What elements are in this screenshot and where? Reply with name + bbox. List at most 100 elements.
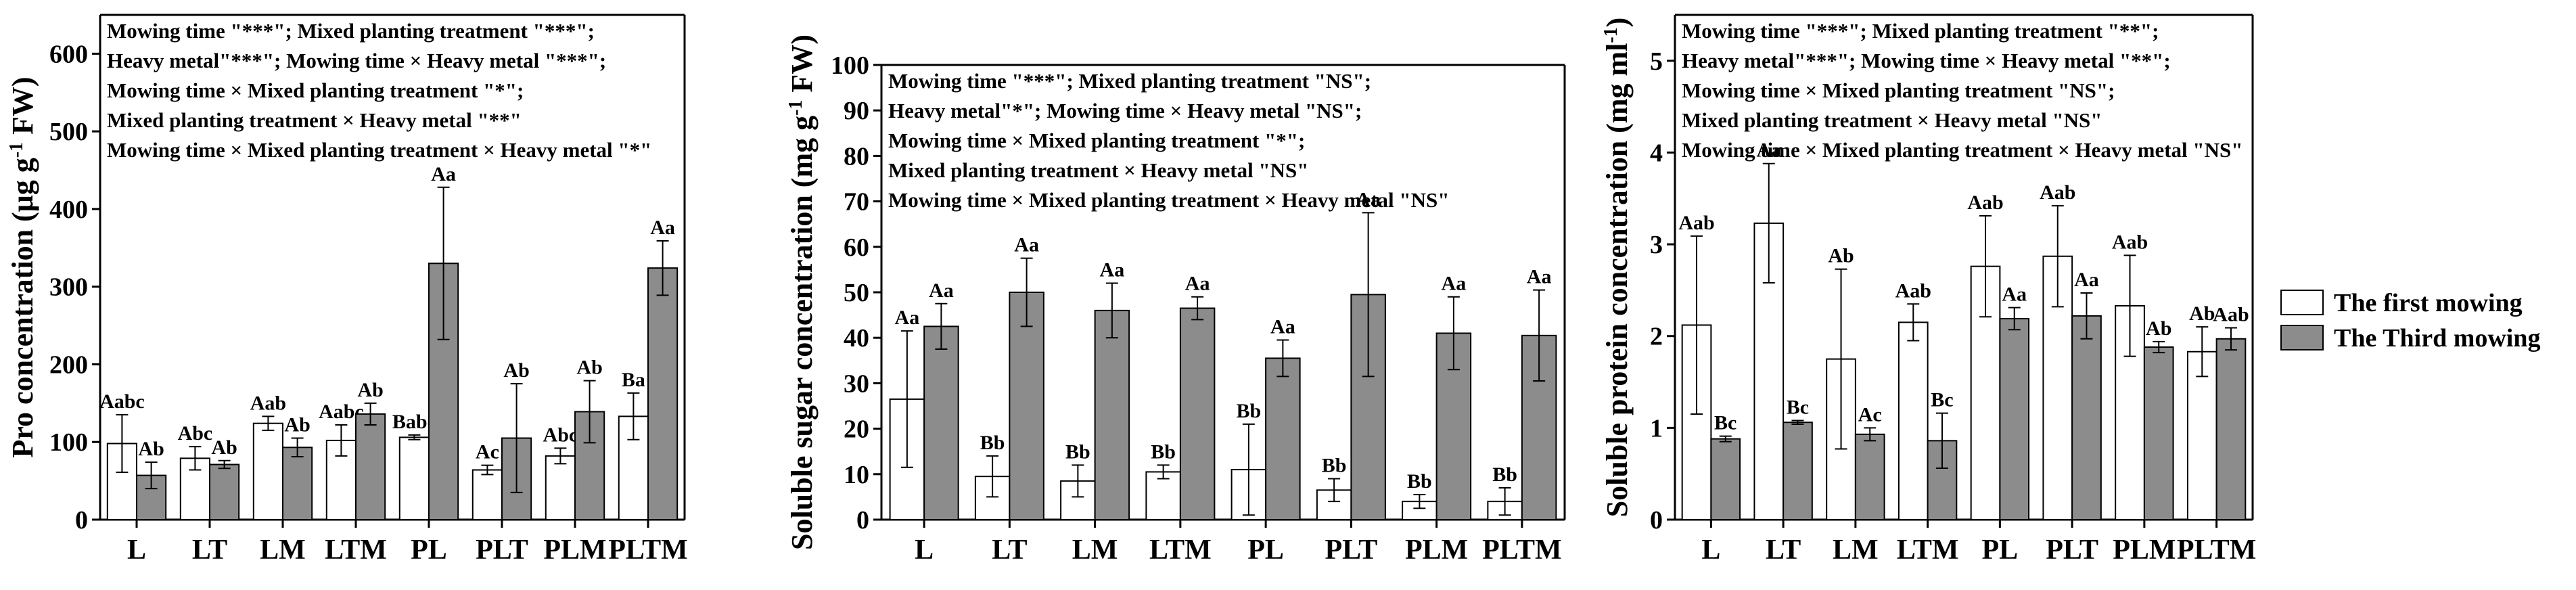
- y-tick-label: 3: [1650, 231, 1663, 259]
- significance-label: Aa: [1356, 188, 1381, 210]
- y-tick-label: 80: [844, 142, 869, 171]
- significance-label: Bc: [1714, 412, 1736, 434]
- x-tick-label: LT: [192, 535, 227, 566]
- x-tick-label: PLT: [1325, 535, 1377, 566]
- significance-label: Aabc: [99, 390, 145, 413]
- stats-annotation-line: Mixed planting treatment × Heavy metal "…: [1682, 108, 2102, 132]
- stats-annotation-line: Mowing time × Mixed planting treatment ×…: [888, 188, 1449, 212]
- y-tick-label: 70: [844, 188, 869, 217]
- y-axis-label: Soluble protein concentration (mg ml-1): [1601, 18, 1634, 518]
- y-tick-label: 200: [49, 350, 88, 379]
- significance-label: Aab: [2213, 304, 2249, 326]
- x-tick-label: LM: [1833, 535, 1879, 566]
- y-tick-label: 4: [1650, 139, 1663, 167]
- significance-label: Bb: [980, 432, 1005, 454]
- x-tick-label: PLT: [476, 535, 528, 566]
- significance-label: Bc: [1787, 396, 1809, 419]
- significance-label: Bc: [1931, 389, 1953, 411]
- stats-annotation-line: Mowing time × Mixed planting treatment ×…: [107, 138, 651, 162]
- x-tick-label: PL: [1982, 535, 2019, 566]
- chart-panel-3: 0 1 2 3 4 5 Soluble protein concentration (mg …: [1601, 14, 2256, 566]
- significance-label: Bb: [1065, 440, 1090, 463]
- bar-third-mowing: [1265, 357, 1301, 520]
- x-tick-label: L: [127, 535, 146, 566]
- bar-first-mowing: [545, 455, 576, 520]
- y-tick-label: 300: [49, 273, 88, 302]
- significance-label: Aa: [1100, 259, 1125, 281]
- x-tick-label: LTM: [1897, 535, 1959, 566]
- x-tick-label: PLTM: [2177, 535, 2256, 566]
- bar-third-mowing: [1927, 440, 1958, 520]
- legend: The first mowing The Third mowing: [2280, 289, 2540, 353]
- stats-annotation-line: Heavy metal"***"; Mowing time × Heavy me…: [107, 49, 606, 72]
- bar-third-mowing: [1435, 332, 1472, 520]
- bar-third-mowing: [647, 267, 678, 520]
- x-tick-label: LM: [260, 535, 306, 566]
- y-tick-label: 500: [49, 118, 88, 146]
- chart-panel-2: 0 10 20 30 40 50 60 70 80 90 100 Soluble sugar conc…: [785, 35, 1566, 566]
- y-axis-label: Pro concentration (μg g-1 FW): [6, 76, 40, 457]
- bar-third-mowing: [2215, 338, 2247, 520]
- legend-swatch-third: [2280, 325, 2324, 350]
- significance-label: Bb: [1151, 440, 1176, 463]
- y-tick-label: 30: [844, 369, 869, 398]
- y-tick-label: 90: [844, 97, 869, 125]
- significance-label: Aa: [1270, 316, 1295, 338]
- x-tick-label: PLTM: [608, 535, 687, 566]
- y-tick-label: 40: [844, 324, 869, 353]
- stats-annotation-line: Mowing time × Mixed planting treatment "…: [888, 129, 1305, 152]
- x-tick-label: LTM: [325, 535, 387, 566]
- significance-label: Ab: [2146, 317, 2171, 340]
- bar-third-mowing: [923, 325, 959, 520]
- y-tick-label: 2: [1650, 323, 1663, 351]
- y-tick-label: 50: [844, 279, 869, 307]
- bar-third-mowing: [2071, 315, 2102, 520]
- bar-first-mowing: [398, 436, 430, 520]
- significance-label: Ab: [1828, 245, 1854, 267]
- y-tick-label: 0: [75, 506, 88, 535]
- x-tick-label: LT: [992, 535, 1027, 566]
- stats-annotation-line: Heavy metal"*"; Mowing time × Heavy meta…: [888, 99, 1362, 122]
- bar-third-mowing: [1094, 309, 1130, 520]
- significance-label: Ba: [622, 369, 645, 391]
- x-tick-label: PLM: [1405, 535, 1468, 566]
- x-tick-label: LTM: [1149, 535, 1212, 566]
- x-tick-label: PLM: [2113, 535, 2176, 566]
- significance-label: Aab: [1678, 212, 1714, 234]
- x-tick-label: PL: [411, 535, 447, 566]
- significance-label: Aa: [431, 163, 456, 185]
- stats-annotation-line: Mowing time "***"; Mixed planting treatm…: [107, 19, 595, 43]
- significance-label: Ab: [284, 413, 310, 436]
- significance-label: Ab: [2189, 302, 2215, 325]
- significance-label: Bb: [1322, 455, 1347, 477]
- significance-label: Aa: [2074, 269, 2099, 291]
- y-axis-label: Soluble sugar concentration (mg g-1 FW): [785, 35, 819, 550]
- stats-annotation-line: Mowing time "***"; Mixed planting treatm…: [1682, 19, 2159, 43]
- x-tick-label: L: [915, 535, 934, 566]
- y-tick-label: 1: [1650, 414, 1663, 442]
- y-tick-label: 0: [1650, 506, 1663, 535]
- legend-label-third: The Third mowing: [2334, 324, 2540, 353]
- significance-label: Ab: [503, 359, 529, 382]
- chart-panel-1: 0 100 200 300 400 500 600 Pro concentration (μg…: [6, 14, 688, 566]
- stats-annotation-line: Mowing time × Mixed planting treatment "…: [1682, 78, 2115, 102]
- y-tick-label: 600: [49, 40, 88, 68]
- bar-third-mowing: [1854, 433, 1885, 520]
- stats-annotation-line: Mowing time × Mixed planting treatment ×…: [1682, 138, 2242, 162]
- y-tick-label: 0: [856, 506, 869, 535]
- bar-first-mowing: [2115, 304, 2145, 520]
- y-tick-label: 5: [1650, 47, 1663, 76]
- significance-label: Aab: [2040, 181, 2075, 204]
- stats-annotation-line: Mowing time "***"; Mixed planting treatm…: [888, 69, 1371, 93]
- significance-label: Aa: [895, 307, 920, 329]
- x-tick-label: PLT: [2046, 535, 2098, 566]
- bar-first-mowing: [1898, 321, 1929, 520]
- bar-third-mowing: [1999, 317, 2030, 520]
- significance-label: Aa: [1756, 139, 1781, 162]
- stats-annotation-line: Mixed planting treatment × Heavy metal "…: [107, 108, 522, 132]
- bar-third-mowing: [1179, 307, 1216, 520]
- y-tick-label: 60: [844, 233, 869, 262]
- y-tick-label: 10: [844, 461, 869, 489]
